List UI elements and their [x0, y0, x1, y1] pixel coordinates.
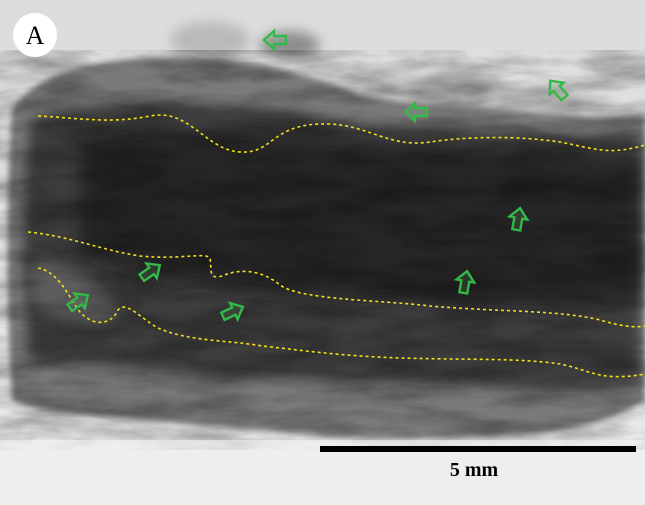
- panel-label: A: [26, 21, 45, 50]
- scale-bar-label: 5 mm: [450, 459, 499, 481]
- specimen: [0, 50, 645, 450]
- micrograph: A 5 mm: [0, 0, 645, 505]
